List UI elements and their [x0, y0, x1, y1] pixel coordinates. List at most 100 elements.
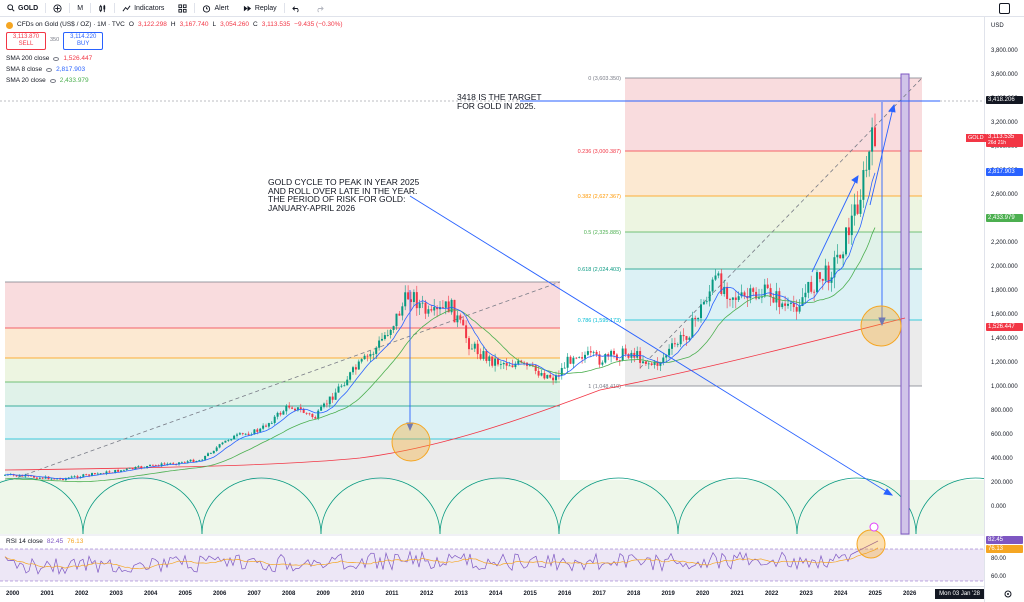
- cursor-date-label: Mon 03 Jan '28: [935, 589, 984, 599]
- candle: [44, 476, 47, 479]
- candle: [308, 413, 311, 415]
- candle: [729, 298, 731, 300]
- candle: [178, 462, 180, 465]
- eye-icon[interactable]: [46, 67, 53, 72]
- candle: [595, 351, 598, 355]
- candle: [395, 313, 398, 327]
- candle: [734, 297, 737, 300]
- arrow-cycle: [409, 195, 893, 496]
- chart-type-button[interactable]: [91, 0, 114, 17]
- candle: [798, 305, 801, 312]
- candle: [186, 461, 189, 463]
- price-scale[interactable]: USD 3,800.0003,600.0003,400.0003,200.000…: [984, 17, 1024, 602]
- candle: [575, 357, 578, 359]
- time-axis[interactable]: 2000 2001 2002 2003 2004 2005 2006 2007 2008 2009…: [0, 586, 984, 602]
- symbol-legend-row[interactable]: CFDs on Gold (US$ / OZ) · 1M · TVC O 3,12…: [6, 20, 343, 30]
- support-circle-2025[interactable]: [860, 305, 902, 347]
- arrow-up-1: [811, 177, 858, 273]
- time-tick: 2013: [454, 591, 468, 597]
- fib-zone: [5, 406, 560, 439]
- arrowhead: [888, 103, 896, 113]
- sell-button[interactable]: 3,113.870 SELL: [6, 32, 46, 51]
- fib-label: 0.5 (2,325.885): [584, 230, 621, 236]
- sma20-line: [4, 227, 876, 483]
- candle: [589, 351, 592, 353]
- candle: [381, 338, 383, 341]
- interval-button[interactable]: M: [70, 0, 90, 17]
- sma8-legend[interactable]: SMA 8 close 2,817.903: [6, 64, 343, 75]
- candle: [462, 319, 465, 326]
- indicators-button[interactable]: Indicators: [115, 0, 171, 17]
- price-tick: 2,600.000: [991, 192, 1018, 198]
- candle: [352, 367, 354, 373]
- support-circle-2011[interactable]: [391, 422, 431, 462]
- symbol-name: GOLD: [18, 4, 39, 12]
- candle: [720, 273, 723, 295]
- time-tick: 2008: [282, 591, 296, 597]
- candle: [555, 375, 557, 381]
- buy-button[interactable]: 3,114.220 BUY: [63, 32, 104, 51]
- candle: [267, 423, 270, 427]
- candle: [151, 464, 154, 466]
- analysis-arrows[interactable]: [406, 102, 896, 496]
- candle: [363, 355, 366, 360]
- candle: [702, 301, 705, 305]
- candle: [383, 335, 386, 339]
- redo-button[interactable]: [308, 0, 331, 17]
- candle: [642, 361, 644, 363]
- candle: [30, 475, 33, 477]
- sma200-legend[interactable]: SMA 200 close 1,526.447: [6, 53, 343, 64]
- candle: [468, 338, 470, 350]
- ohlc-high: 3,167.740: [179, 20, 209, 28]
- settings-icon[interactable]: [1003, 589, 1013, 599]
- cycle-note[interactable]: GOLD CYCLE TO PEAK IN YEAR 2025 AND ROLL…: [268, 178, 419, 212]
- candle: [265, 425, 267, 427]
- candle: [421, 302, 424, 304]
- eye-icon[interactable]: [49, 78, 56, 83]
- candle: [659, 362, 662, 366]
- compare-button[interactable]: [46, 0, 69, 17]
- risk-period-highlight[interactable]: [900, 73, 910, 535]
- layout-button[interactable]: [171, 0, 194, 17]
- candle: [592, 351, 595, 353]
- fib-retracement-2025[interactable]: 0 (3,603.350) 0.236 (3,000.387) 0.382 (2…: [578, 76, 922, 390]
- candle: [717, 273, 720, 276]
- candle: [662, 357, 665, 363]
- replay-button[interactable]: Replay: [236, 0, 284, 17]
- candle: [392, 326, 395, 330]
- candlestick-series: [4, 113, 876, 482]
- candle: [427, 309, 430, 314]
- gold-symbol-icon: [6, 21, 13, 29]
- redo-icon: [317, 5, 324, 12]
- target-note[interactable]: 3418 IS THE TARGET FOR GOLD IN 2025.: [457, 93, 542, 110]
- candle: [502, 363, 505, 365]
- target-note-line: FOR GOLD IN 2025.: [457, 100, 536, 111]
- price-chart[interactable]: 0 (3,603.350) 0.236 (3,000.387) 0.382 (2…: [0, 17, 984, 586]
- fib-label: 1 (1,048.419): [588, 384, 621, 390]
- candle: [656, 361, 659, 366]
- time-tick: 2003: [109, 591, 123, 597]
- symbol-search[interactable]: GOLD: [0, 0, 45, 17]
- divider: [69, 3, 71, 13]
- gold-symbol-tag: GOLD: [966, 134, 986, 142]
- alert-button[interactable]: Alert: [195, 0, 235, 17]
- candle: [836, 254, 839, 258]
- candle: [354, 367, 357, 370]
- flash-icon[interactable]: [869, 522, 879, 532]
- candle: [818, 272, 821, 279]
- candle: [557, 375, 560, 376]
- eye-icon[interactable]: [53, 56, 60, 61]
- fullscreen-icon[interactable]: [999, 3, 1010, 14]
- sma20-legend[interactable]: SMA 20 close 2,433.979: [6, 75, 343, 86]
- candle: [163, 463, 166, 465]
- candle: [639, 351, 642, 363]
- rsi-pane[interactable]: [0, 522, 984, 582]
- candle: [149, 464, 151, 467]
- rsi-legend[interactable]: RSI 14 close 82.45 76.13: [6, 538, 83, 545]
- cycle-arcs[interactable]: [0, 477, 984, 535]
- candle: [85, 474, 88, 476]
- sma200-line: [4, 317, 906, 471]
- fib-retracement-2011[interactable]: [4, 281, 561, 483]
- undo-button[interactable]: [285, 0, 308, 17]
- time-tick: 2016: [558, 591, 572, 597]
